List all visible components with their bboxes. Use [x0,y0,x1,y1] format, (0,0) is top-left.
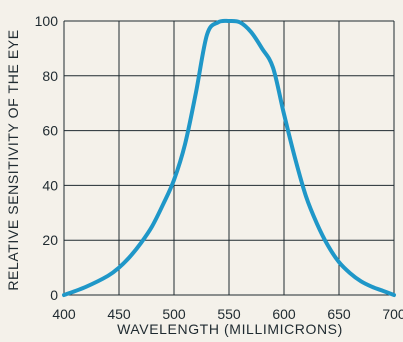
x-tick-label: 700 [382,306,403,322]
x-tick-label: 600 [272,306,296,322]
x-tick-label: 450 [107,306,131,322]
tick-labels: 400 450 500 550 600 650 700 0 20 40 60 80 100 [35,13,403,322]
x-tick-label: 550 [217,306,241,322]
y-axis-label: RELATIVE SENSITIVITY OF THE EYE [5,29,21,290]
x-axis-label: WAVELENGTH (MILLIMICRONS) [117,321,343,337]
x-tick-label: 650 [327,306,351,322]
y-tick-label: 20 [42,232,58,248]
x-tick-label: 500 [162,306,186,322]
x-tick-label: 400 [52,306,76,322]
y-tick-label: 0 [50,287,58,303]
sensitivity-curve [62,18,396,297]
y-tick-label: 60 [42,123,58,139]
series-layer [62,18,396,297]
grid [63,20,395,296]
y-tick-label: 80 [42,68,58,84]
y-tick-label: 40 [42,177,58,193]
y-tick-label: 100 [35,13,59,29]
